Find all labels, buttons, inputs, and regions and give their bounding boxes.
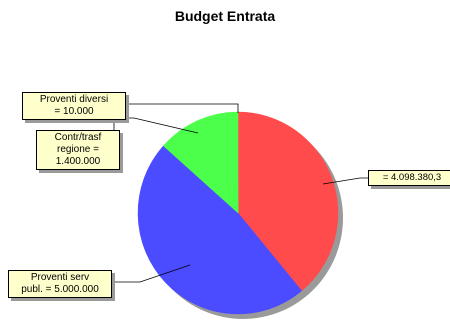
label-line: Proventi diversi <box>39 94 109 105</box>
label-slice-0-text: = 4.098.380,3 <box>382 172 442 183</box>
leader-line-slice-1 <box>110 264 191 283</box>
label-proventi-serv-publ: Proventi serv publ. = 5.000.000 <box>8 270 112 298</box>
label-line: regione = <box>57 144 99 155</box>
label-line: Proventi serv <box>30 272 90 283</box>
leader-line-slice-3 <box>118 103 239 113</box>
label-slice-0: = 4.098.380,3 <box>368 170 450 186</box>
label-proventi-diversi: Proventi diversi = 10.000 <box>22 92 126 120</box>
leader-line-slice-0 <box>322 177 368 185</box>
label-line: publ. = 5.000.000 <box>21 284 99 295</box>
pie-slice-0 <box>237 111 339 292</box>
label-line: = 10.000 <box>54 106 94 117</box>
pie-slice-1 <box>137 145 303 315</box>
label-line: Contr/trasf <box>54 132 102 143</box>
chart-title: Budget Entrata <box>174 8 276 24</box>
label-line: 1.400.000 <box>55 156 101 167</box>
label-contr-trasf-regione: Contr/trasf regione = 1.400.000 <box>36 130 120 170</box>
pie-slice-2 <box>162 111 239 214</box>
